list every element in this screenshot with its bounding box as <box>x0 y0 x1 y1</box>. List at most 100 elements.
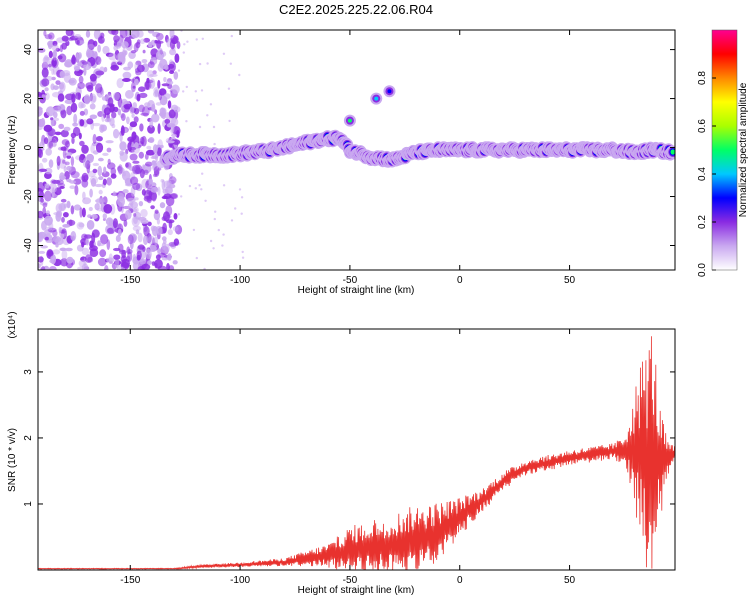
spectrogram-noise-blob <box>95 142 104 153</box>
spectrogram-noise-blob <box>78 101 84 109</box>
spectrogram-noise-blob <box>78 222 85 228</box>
spectrogram-noise-blob <box>132 160 140 164</box>
spectrogram-noise-blob <box>70 102 78 113</box>
spectrogram-noise-blob <box>131 131 137 141</box>
spectrogram-noise-blob <box>155 254 161 260</box>
spectrogram-noise-blob <box>63 203 67 209</box>
spectrogram-noise-blob <box>100 234 109 245</box>
spectrogram-noise-blob <box>147 260 152 265</box>
spectrogram-noise-dot <box>195 99 199 102</box>
snr-y-multiplier: (x10⁴) <box>7 311 18 338</box>
spectrogram-noise-blob <box>106 177 112 186</box>
spectrogram-noise-blob <box>47 250 54 257</box>
spectrogram-plot: -150 -100 -50 0 50 -40 -20 0 20 40 Height of str… <box>7 29 676 296</box>
spectrogram-noise-blob <box>79 140 85 147</box>
spectrogram-noise-blob <box>129 121 138 128</box>
spectrogram-noise-blob <box>121 50 127 58</box>
spectrogram-noise-dot <box>230 34 233 38</box>
spectrogram-noise-blob <box>60 258 69 267</box>
spectrogram-noise-blob <box>157 47 163 55</box>
spectrogram-noise-blob <box>173 71 179 80</box>
spectrogram-frame <box>37 29 676 271</box>
x-tick-label: -50 <box>343 275 358 286</box>
spectrogram-noise-blob <box>63 126 71 132</box>
spectrogram-noise-blob <box>75 92 81 100</box>
spectrogram-noise-blob <box>85 160 91 170</box>
spectrogram-noise-dot <box>212 125 216 129</box>
spectrogram-noise-blob <box>44 183 50 189</box>
spectrogram-noise-blob <box>117 228 122 237</box>
spectrogram-noise-blob <box>105 52 114 57</box>
spectrogram-noise-dot <box>180 195 183 198</box>
spectrogram-noise-blob <box>59 186 65 189</box>
spectrogram-noise-blob <box>137 232 143 243</box>
spectrogram-noise-blob <box>69 185 76 189</box>
spectrogram-noise-dot <box>222 184 226 187</box>
spectrogram-noise-blob <box>102 213 108 220</box>
spectrogram-noise-blob <box>172 260 178 265</box>
spectrogram-noise-blob <box>156 39 162 49</box>
spectrogram-noise-blob <box>43 30 47 37</box>
y-tick-label: 3 <box>23 369 34 375</box>
spectrogram-noise-blob <box>169 173 173 179</box>
spectrogram-noise-blob <box>81 61 89 65</box>
spectrogram-noise-blob <box>42 206 47 217</box>
spectrogram-noise-dot <box>195 256 198 260</box>
spectrogram-noise-blob <box>66 155 72 159</box>
spectrogram-noise-blob <box>60 129 69 138</box>
spectrogram-noise-blob <box>129 106 135 114</box>
y-tick-label: -40 <box>23 238 34 253</box>
spectrogram-noise-blob <box>44 92 50 100</box>
spectrogram-noise-dot <box>206 62 209 65</box>
spectrogram-noise-blob <box>138 151 144 159</box>
spectrogram-noise-blob <box>168 63 175 69</box>
spectrogram-noise-blob <box>50 117 54 121</box>
spectrogram-noise-blob <box>97 111 104 117</box>
spectrogram-noise-blob <box>142 49 146 54</box>
spectrogram-noise-dot <box>204 199 207 202</box>
spectrogram-noise-blob <box>95 56 102 65</box>
spectrogram-noise-blob <box>41 78 50 87</box>
spectrogram-noise-blob <box>64 161 70 166</box>
spectrogram-noise-dot <box>198 125 202 129</box>
spectrogram-noise-blob <box>103 107 111 116</box>
spectrogram-noise-blob <box>161 242 166 250</box>
spectrogram-noise-blob <box>50 254 57 265</box>
spectrogram-noise-blob <box>119 141 127 151</box>
spectrogram-noise-blob <box>82 191 86 200</box>
spectrogram-noise-blob <box>112 191 116 197</box>
snr-x-label: Height of straight line (km) <box>298 585 415 596</box>
spectrogram-noise-blob <box>45 106 55 117</box>
spectrogram-noise-blob <box>117 96 123 108</box>
spectrogram-noise-blob <box>156 218 160 225</box>
spectrogram-noise-blob <box>48 32 55 40</box>
spectrogram-noise-blob <box>66 200 71 209</box>
spectrogram-noise-blob <box>51 187 55 198</box>
spectrogram-noise-blob <box>121 41 129 49</box>
spectrogram-noise-blob <box>113 247 121 252</box>
spectrogram-noise-blob <box>134 142 139 149</box>
spectrogram-noise-dot <box>201 172 204 175</box>
spectrogram-noise-blob <box>89 73 97 82</box>
spectrogram-noise-blob <box>132 253 136 262</box>
spectrogram-noise-blob <box>70 56 77 65</box>
spectrogram-noise-blob <box>140 219 149 224</box>
spectrogram-noise-blob <box>125 209 132 220</box>
spectrogram-noise-dot <box>188 184 192 188</box>
spectrogram-noise-blob <box>133 116 139 123</box>
y-tick-label: 2 <box>23 435 34 441</box>
spectrogram-noise-blob <box>59 44 64 53</box>
y-tick-label: 20 <box>23 93 34 105</box>
y-tick-label: -20 <box>23 189 34 204</box>
spectrogram-noise-blob <box>113 128 120 139</box>
colorbar-label: Normalized spectral amplitude <box>738 82 749 217</box>
spectrogram-noise-blob <box>114 257 120 269</box>
spectrogram-noise-blob <box>59 247 67 251</box>
spectrogram-noise-dot <box>194 90 197 93</box>
spectrogram-noise-blob <box>102 178 107 186</box>
spectrogram-noise-blob <box>42 157 48 163</box>
spectrogram-noise-blob <box>166 140 175 144</box>
spectrogram-noise-blob <box>74 34 82 39</box>
spectrogram-noise-blob <box>98 189 103 195</box>
spectrogram-noise-blob <box>149 73 158 77</box>
